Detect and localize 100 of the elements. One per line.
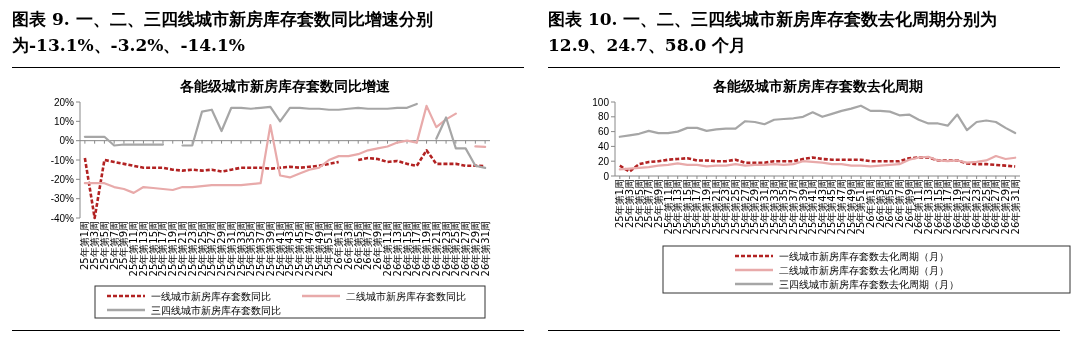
x-tick-label: 26年第11周 [913, 179, 925, 235]
x-tick-label: 26年第1周 [865, 179, 877, 229]
x-tick-label: 25年第41周 [274, 221, 286, 277]
x-tick-label: 25年第45周 [294, 221, 306, 277]
x-tick-label: 26年第21周 [430, 221, 442, 277]
x-tick-label: 26年第27周 [460, 221, 472, 277]
x-tick-label: 26年第23周 [440, 221, 452, 277]
x-tick-label: 26年第13周 [391, 221, 403, 277]
x-tick-label: 26年第21周 [961, 179, 973, 235]
x-tick-label: 25年第19周 [167, 221, 179, 277]
x-tick-label: 25年第25周 [730, 179, 742, 235]
x-tick-label: 26年第3周 [874, 179, 886, 229]
x-tick-label: 26年第19周 [951, 179, 963, 235]
x-tick-label: 25年第43周 [284, 221, 296, 277]
x-tick-label: 25年第13周 [672, 179, 684, 235]
x-tick-label: 26年第29周 [1000, 179, 1012, 235]
x-tick-label: 25年第33周 [768, 179, 780, 235]
x-tick-label: 25年第23周 [186, 221, 198, 277]
x-tick-label: 26年第17周 [411, 221, 423, 277]
x-tick-label: 25年第21周 [710, 179, 722, 235]
legend-label: 三四线城市新房库存套数同比 [151, 305, 281, 316]
x-tick-label: 26年第7周 [893, 179, 905, 229]
x-tick-label: 26年第15周 [932, 179, 944, 235]
x-tick-label: 25年第17周 [691, 179, 703, 235]
x-tick-label: 25年第5周 [98, 221, 110, 271]
x-tick-label: 25年第33周 [235, 221, 247, 277]
y-tick-label: -20% [50, 173, 75, 185]
x-tick-label: 25年第13周 [137, 221, 149, 277]
x-tick-label: 25年第11周 [128, 221, 140, 277]
x-tick-label: 25年第37周 [255, 221, 267, 277]
chart-title: 图表 9. 一、二、三四线城市新房库存套数同比增速分别为-13.1%、-3.2%、-14.1% [12, 8, 434, 57]
y-tick-label: 10% [53, 115, 75, 127]
x-tick-label: 25年第15周 [681, 179, 693, 235]
x-tick-label: 25年第29周 [749, 179, 761, 235]
x-tick-label: 26年第9周 [903, 179, 915, 229]
x-tick-label: 25年第41周 [807, 179, 819, 235]
x-tick-label: 25年第11周 [662, 179, 674, 235]
legend-label: 一线城市新房库存套数同比 [151, 291, 271, 302]
x-tick-label: 25年第1周 [79, 221, 91, 271]
x-tick-label: 25年第35周 [778, 179, 790, 235]
y-tick-label: 0% [59, 135, 75, 147]
x-tick-label: 25年第15周 [147, 221, 159, 277]
x-tick-label: 25年第17周 [157, 221, 169, 277]
x-tick-label: 25年第9周 [652, 179, 664, 229]
x-tick-label: 26年第19周 [421, 221, 433, 277]
legend-label: 三四线城市新房库存套数去化周期（月） [779, 279, 959, 290]
x-tick-label: 26年第7周 [362, 221, 374, 271]
legend-label: 二线城市新房库存套数去化周期（月） [779, 265, 949, 276]
x-tick-label: 26年第11周 [382, 221, 393, 277]
x-tick-label: 25年第51周 [855, 179, 867, 235]
x-tick-label: 26年第5周 [884, 179, 896, 229]
x-tick-label: 25年第39周 [797, 179, 809, 235]
chart-title: 图表 10. 一、二、三四线城市新房库存套数去化周期分别为 12.9、24.7、58.0 个月 [548, 8, 999, 57]
y-tick-label: -40% [50, 212, 75, 224]
x-tick-label: 26年第27周 [990, 179, 1002, 235]
x-tick-label: 25年第39周 [264, 221, 276, 277]
x-tick-label: 26年第13周 [922, 179, 934, 235]
x-tick-label: 26年第9周 [372, 221, 384, 271]
x-tick-label: 26年第3周 [342, 221, 354, 271]
x-tick-label: 25年第7周 [108, 221, 120, 271]
x-tick-label: 26年第15周 [401, 221, 413, 277]
x-tick-label: 26年第23周 [971, 179, 983, 235]
x-tick-label: 25年第3周 [89, 221, 101, 271]
x-tick-label: 25年第31周 [758, 179, 770, 235]
x-tick-label: 26年第1周 [333, 221, 345, 271]
chart-subtitle: 各能级城市新房库存套数去化周期 [711, 78, 923, 94]
legend-label: 一线城市新房库存套数去化周期（月） [779, 251, 949, 262]
x-tick-label: 26年第25周 [450, 221, 462, 277]
legend-label: 二线城市新房库存套数同比 [346, 291, 466, 302]
line-series [618, 104, 1017, 138]
x-tick-label: 26年第5周 [352, 221, 364, 271]
x-tick-label: 25年第43周 [816, 179, 828, 235]
x-tick-label: 25年第5周 [633, 179, 645, 229]
x-tick-label: 25年第49周 [313, 221, 325, 277]
x-tick-label: 25年第47周 [836, 179, 848, 235]
x-tick-label: 25年第47周 [303, 221, 315, 277]
y-tick-label: -30% [50, 193, 75, 205]
x-tick-label: 25年第21周 [177, 221, 188, 277]
y-tick-label: 100 [592, 96, 610, 108]
x-tick-label: 25年第25周 [196, 221, 208, 277]
y-tick-label: 60 [597, 126, 610, 138]
x-tick-label: 25年第9周 [118, 221, 130, 271]
y-tick-label: -10% [50, 154, 75, 166]
x-tick-label: 25年第51周 [323, 221, 335, 277]
x-tick-label: 25年第23周 [720, 179, 732, 235]
x-tick-label: 25年第35周 [245, 221, 257, 277]
x-tick-label: 25年第49周 [845, 179, 857, 235]
y-tick-label: 40 [597, 140, 610, 152]
x-tick-label: 25年第19周 [701, 179, 713, 235]
y-tick-label: 80 [597, 111, 610, 123]
chart-subtitle: 各能级城市新房库存套数同比增速 [179, 78, 391, 94]
x-tick-label: 25年第7周 [643, 179, 655, 229]
y-tick-label: 0 [603, 170, 610, 182]
x-tick-label: 25年第37周 [787, 179, 799, 235]
x-tick-label: 25年第29周 [216, 221, 228, 277]
x-tick-label: 26年第17周 [942, 179, 954, 235]
x-tick-label: 25年第27周 [739, 179, 751, 235]
x-tick-label: 26年第29周 [469, 221, 481, 277]
x-tick-label: 25年第27周 [206, 221, 218, 277]
x-tick-label: 26年第25周 [980, 179, 992, 235]
